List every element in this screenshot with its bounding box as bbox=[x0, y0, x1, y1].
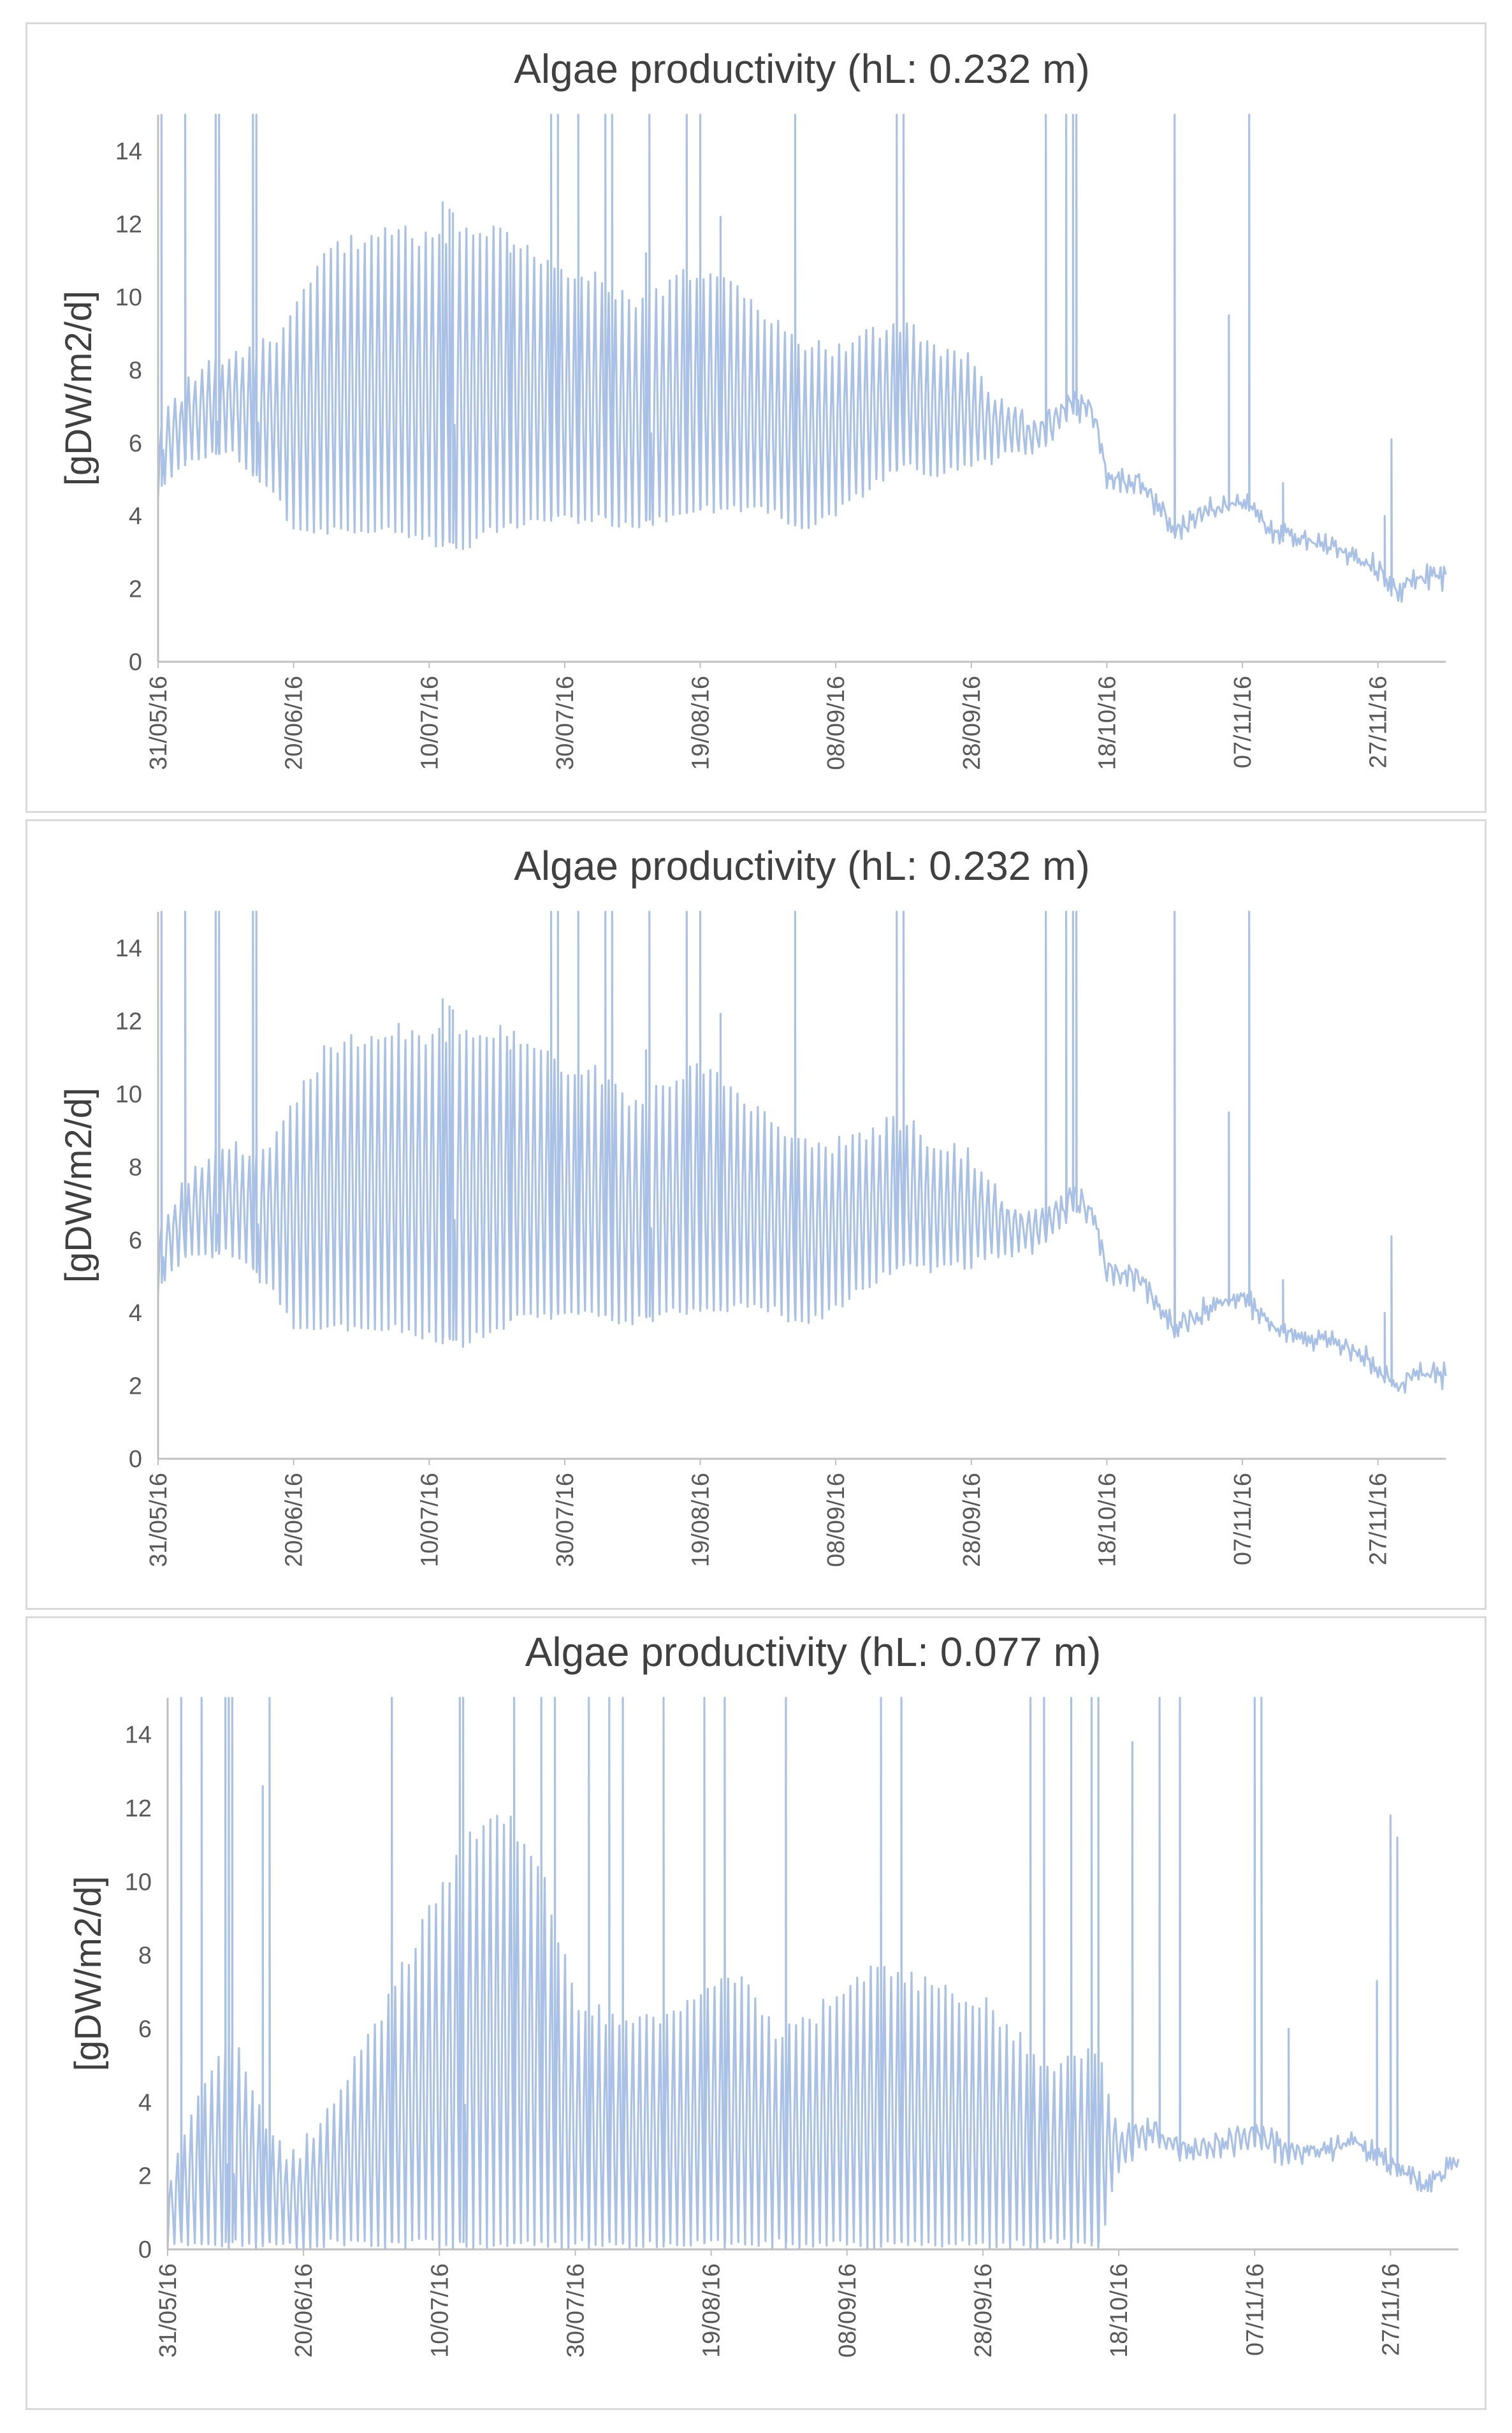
x-tick-label: 10/07/16 bbox=[416, 676, 443, 770]
x-tick-label: 31/05/16 bbox=[145, 1473, 172, 1567]
x-tick-label: 27/11/16 bbox=[1365, 1473, 1392, 1565]
y-tick-label: 4 bbox=[129, 1300, 142, 1327]
chart-svg: Algae productivity (hL: 0.232 m) [gDW/m2/… bbox=[58, 46, 1447, 770]
x-tick-label: 27/11/16 bbox=[1365, 676, 1392, 768]
x-tick-label: 30/07/16 bbox=[552, 1473, 579, 1567]
y-tick-label: 6 bbox=[129, 430, 142, 457]
y-tick-label: 2 bbox=[129, 1373, 142, 1400]
series-line-productivity bbox=[157, 113, 1447, 603]
x-tick-label: 20/06/16 bbox=[291, 2263, 317, 2358]
chart-svg: Algae productivity (hL: 0.232 m) [gDW/m2/… bbox=[58, 843, 1447, 1567]
x-tick-label: 30/07/16 bbox=[552, 676, 579, 770]
chart-panel-1: Algae productivity (hL: 0.232 m) [gDW/m2/… bbox=[25, 22, 1487, 813]
y-tick-label: 14 bbox=[125, 1722, 152, 1749]
y-tick-label: 0 bbox=[138, 2237, 152, 2263]
x-tick-label: 08/09/16 bbox=[823, 676, 850, 770]
x-tick-label: 19/08/16 bbox=[699, 2263, 725, 2358]
series-line-productivity bbox=[157, 910, 1447, 1394]
y-tick-label: 14 bbox=[115, 935, 142, 962]
x-tick-label: 18/10/16 bbox=[1094, 676, 1121, 770]
y-axis-label: [gDW/m2/d] bbox=[68, 1876, 109, 2071]
x-tick-label: 28/09/16 bbox=[959, 1473, 985, 1567]
x-tick-label: 27/11/16 bbox=[1378, 2263, 1404, 2356]
x-tick-label: 10/07/16 bbox=[416, 1473, 443, 1567]
x-tick-label: 19/08/16 bbox=[688, 676, 715, 770]
x-tick-label: 19/08/16 bbox=[688, 1473, 715, 1567]
y-tick-label: 12 bbox=[115, 212, 142, 238]
chart-title: Algae productivity (hL: 0.232 m) bbox=[514, 46, 1090, 92]
series-line-productivity bbox=[166, 1697, 1460, 2251]
chart-svg: Algae productivity (hL: 0.077 m) [gDW/m2/… bbox=[68, 1629, 1460, 2358]
y-tick-label: 0 bbox=[129, 649, 142, 676]
x-tick-label: 30/07/16 bbox=[562, 2263, 589, 2358]
y-tick-label: 12 bbox=[125, 1795, 152, 1822]
x-tick-label: 10/07/16 bbox=[426, 2263, 453, 2358]
y-tick-label: 4 bbox=[129, 503, 142, 530]
x-tick-label: 20/06/16 bbox=[281, 676, 308, 770]
chart-title: Algae productivity (hL: 0.232 m) bbox=[514, 843, 1090, 889]
y-tick-label: 6 bbox=[129, 1227, 142, 1254]
y-tick-label: 10 bbox=[125, 1869, 152, 1896]
y-tick-label: 6 bbox=[138, 2016, 152, 2043]
x-tick-label: 08/09/16 bbox=[823, 1473, 850, 1567]
y-tick-label: 2 bbox=[129, 576, 142, 603]
y-tick-label: 10 bbox=[115, 284, 142, 311]
y-axis-label: [gDW/m2/d] bbox=[58, 291, 99, 486]
y-axis-label: [gDW/m2/d] bbox=[58, 1088, 99, 1283]
x-tick-label: 31/05/16 bbox=[145, 676, 172, 770]
x-tick-label: 20/06/16 bbox=[281, 1473, 308, 1567]
chart-panel-2: Algae productivity (hL: 0.232 m) [gDW/m2/… bbox=[25, 819, 1487, 1610]
y-tick-label: 8 bbox=[138, 1943, 152, 1969]
chart-title: Algae productivity (hL: 0.077 m) bbox=[525, 1629, 1101, 1675]
y-tick-label: 8 bbox=[129, 357, 142, 384]
x-tick-label: 07/11/16 bbox=[1242, 2263, 1268, 2356]
x-tick-label: 07/11/16 bbox=[1230, 676, 1256, 768]
x-tick-label: 31/05/16 bbox=[155, 2263, 182, 2358]
y-tick-label: 12 bbox=[115, 1009, 142, 1035]
x-tick-label: 08/09/16 bbox=[834, 2263, 861, 2358]
x-tick-label: 18/10/16 bbox=[1094, 1473, 1121, 1567]
y-tick-label: 8 bbox=[129, 1154, 142, 1181]
y-tick-label: 10 bbox=[115, 1081, 142, 1108]
x-tick-label: 28/09/16 bbox=[970, 2263, 997, 2358]
y-tick-label: 4 bbox=[138, 2089, 152, 2116]
y-tick-label: 0 bbox=[129, 1446, 142, 1473]
x-tick-label: 28/09/16 bbox=[959, 676, 985, 770]
chart-panel-3: Algae productivity (hL: 0.077 m) [gDW/m2/… bbox=[25, 1616, 1487, 2410]
y-tick-label: 2 bbox=[138, 2163, 152, 2190]
y-tick-label: 14 bbox=[115, 138, 142, 165]
x-tick-label: 18/10/16 bbox=[1106, 2263, 1133, 2358]
x-tick-label: 07/11/16 bbox=[1230, 1473, 1256, 1565]
